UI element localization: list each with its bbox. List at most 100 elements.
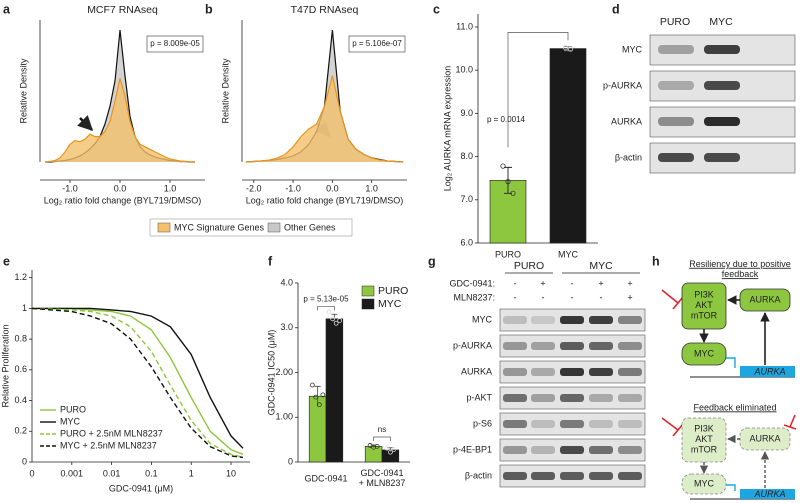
myc-box <box>681 473 727 495</box>
band <box>618 316 642 324</box>
band <box>531 446 555 454</box>
band <box>589 342 613 350</box>
row-label: p-AURKA <box>453 340 492 350</box>
treatment-mark: - <box>514 278 517 288</box>
x-axis-label: Log₂ ratio fold change (BYL719/DMSO) <box>246 195 404 205</box>
aurka-label: AURKA <box>749 294 780 304</box>
panel-label: g <box>428 254 436 268</box>
treatment-mark: - <box>571 278 574 288</box>
annotation-box <box>146 35 204 53</box>
treatment-label: GDC-0941: <box>449 278 495 288</box>
band <box>658 45 694 54</box>
x-tick-label: 1 <box>189 468 194 478</box>
legend-swatch <box>361 298 375 310</box>
annotation: p = 5.13e-05 <box>303 294 349 303</box>
data-point <box>567 46 574 52</box>
x-tick-label: 0 <box>29 468 34 478</box>
annotation: ns <box>378 425 386 434</box>
band <box>704 153 740 162</box>
y-tick-label: 0 <box>288 456 293 466</box>
myc-label: MYC <box>694 348 715 358</box>
data-point <box>562 45 569 51</box>
row-label: MYC <box>472 314 493 324</box>
band <box>531 342 555 350</box>
band <box>531 394 555 402</box>
row-label: β-actin <box>465 470 492 480</box>
inhibitor <box>661 417 679 431</box>
treatment-mark: - <box>571 292 574 302</box>
x-tick-label: GDC-0941 <box>304 473 347 483</box>
y-tick-label: 4.0 <box>280 277 293 287</box>
x-tick-label: GDC-0941 + MLN8237 <box>359 468 406 488</box>
panel-label: h <box>652 254 660 268</box>
significance-bracket <box>317 305 335 311</box>
band <box>560 342 584 350</box>
kinase-label: PI3K AKT mTOR <box>691 290 718 321</box>
band <box>618 368 642 376</box>
data-point <box>337 318 343 323</box>
band <box>589 316 613 324</box>
panel-label: b <box>205 2 213 16</box>
legend-label: MYC Signature Genes <box>174 222 265 232</box>
y-tick-label: 3.0 <box>280 322 293 332</box>
gene-label: AURKA <box>753 489 785 499</box>
y-tick-label: 9.0 <box>460 108 473 118</box>
significance-bracket <box>507 32 569 148</box>
band <box>704 117 740 126</box>
band <box>704 45 740 54</box>
x-tick-label: 0.0 <box>326 183 339 193</box>
treatment-mark: - <box>542 292 545 302</box>
data-point <box>505 179 511 185</box>
bar <box>325 318 344 463</box>
x-axis-label: Log₂ ratio fold change (BYL719/DMSO) <box>44 195 202 205</box>
band <box>618 342 642 350</box>
y-tick-label: 8.0 <box>460 151 473 161</box>
band <box>560 394 584 402</box>
x-tick-label: -2.0 <box>246 183 262 193</box>
legend-frame <box>149 218 353 237</box>
panel-label: a <box>3 2 11 16</box>
row-label: AURKA <box>461 366 492 376</box>
kinase-box <box>681 417 727 463</box>
y-tick-label: 7.0 <box>460 194 473 204</box>
inhibitor-bar <box>783 424 797 430</box>
y-tick-label: 2.00 <box>275 367 293 377</box>
gene-box <box>740 489 795 499</box>
x-tick-label: MYC <box>558 249 579 259</box>
lane-header: MYC <box>709 16 733 28</box>
legend-label: MYC <box>378 298 402 310</box>
treatment-mark: - <box>600 292 603 302</box>
x-tick-label: -1.0 <box>285 183 301 193</box>
x-tick-label: 0.001 <box>61 468 84 478</box>
inhibitor-bar <box>672 296 684 310</box>
density-area <box>245 75 404 162</box>
treatment-label: MLN8237: <box>453 292 495 302</box>
data-point <box>326 309 332 315</box>
band <box>503 446 527 454</box>
data-point <box>384 445 390 451</box>
y-tick-label: 6.0 <box>460 237 473 247</box>
arrow-a <box>77 115 94 132</box>
panel-label: d <box>612 2 620 16</box>
treatment-mark: + <box>627 278 632 288</box>
density-area <box>45 78 195 162</box>
band <box>618 472 642 480</box>
treatment-mark: - <box>514 292 517 302</box>
legend-label: MYC + 2.5nM MLN8237 <box>60 440 157 450</box>
legend-label: PURO + 2.5nM MLN8237 <box>60 428 163 438</box>
legend-swatch <box>361 285 375 297</box>
lane-header: PURO <box>660 16 690 28</box>
x-tick-label: -1.0 <box>62 183 78 193</box>
y-tick-label: 1.00 <box>275 412 293 422</box>
panel-label: e <box>3 254 10 268</box>
y-tick-label: 10.0 <box>455 65 473 75</box>
band <box>589 420 613 428</box>
row-label: MYC <box>622 44 643 54</box>
legend-label: Other Genes <box>284 222 336 232</box>
band <box>503 394 527 402</box>
band <box>704 81 740 90</box>
x-tick-label: 0.01 <box>103 468 121 478</box>
diagram-bottom: Feedback eliminated PI3K AKT mTOR AURKA MY… <box>661 402 797 500</box>
